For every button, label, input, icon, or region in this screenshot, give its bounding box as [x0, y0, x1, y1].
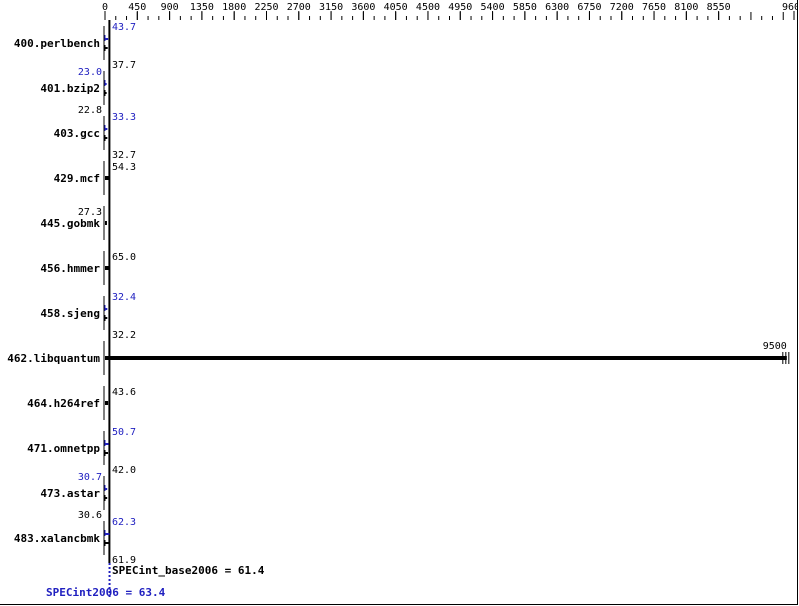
peak-value-label: 23.0 [78, 67, 102, 78]
peak-bar [105, 488, 108, 490]
base-bar [105, 137, 108, 139]
x-tick-label: 7650 [642, 2, 666, 13]
x-tick-label: 8550 [707, 2, 731, 13]
peak-summary-label: SPECint2006 = 63.4 [46, 586, 166, 599]
benchmark-label: 473.astar [40, 487, 100, 500]
x-tick-label: 0 [102, 2, 108, 13]
peak-bar [105, 128, 108, 130]
x-tick-label: 4950 [448, 2, 472, 13]
x-tick-label: 6750 [577, 2, 601, 13]
base-bar [105, 452, 109, 454]
x-tick-label: 900 [161, 2, 179, 13]
x-tick-label: 1350 [190, 2, 214, 13]
base-value-label: 32.2 [112, 330, 136, 341]
x-tick-label: 4500 [416, 2, 440, 13]
x-tick-label: 450 [128, 2, 146, 13]
base-bar [105, 92, 107, 94]
base-bar [105, 317, 108, 319]
peak-value-label: 62.3 [112, 517, 136, 528]
base-value-label: 43.6 [112, 387, 136, 398]
benchmark-label: 400.perlbench [14, 37, 100, 50]
benchmark-label: 471.omnetpp [27, 442, 100, 455]
peak-value-label: 43.7 [112, 22, 136, 33]
peak-bar [105, 83, 107, 85]
benchmark-label: 445.gobmk [40, 217, 100, 230]
x-tick-label: 3150 [319, 2, 343, 13]
base-bar [105, 266, 110, 270]
base-summary-label: SPECint_base2006 = 61.4 [112, 564, 265, 577]
benchmark-label: 429.mcf [54, 172, 100, 185]
x-tick-label: 2700 [287, 2, 311, 13]
benchmark-label: 401.bzip2 [40, 82, 100, 95]
benchmark-label: 462.libquantum [7, 352, 100, 365]
x-tick-label: 2250 [254, 2, 278, 13]
x-tick-label: 5400 [481, 2, 505, 13]
peak-bar [105, 533, 110, 535]
base-value-label: 37.7 [112, 60, 136, 71]
base-value-label: 32.7 [112, 150, 136, 161]
base-value-label: 61.9 [112, 555, 136, 566]
peak-value-label: 30.7 [78, 472, 102, 483]
base-value-label: 22.8 [78, 105, 102, 116]
base-value-label: 65.0 [112, 252, 136, 263]
x-tick-label: 4050 [384, 2, 408, 13]
peak-value-label: 33.3 [112, 112, 136, 123]
x-tick-label: 9600 [782, 2, 797, 13]
x-tick-label: 8100 [674, 2, 698, 13]
base-bar [105, 356, 787, 360]
peak-bar [105, 443, 109, 445]
benchmark-label: 458.sjeng [40, 307, 100, 320]
base-value-label: 42.0 [112, 465, 136, 476]
x-tick-label: 6300 [545, 2, 569, 13]
base-value-label: 54.3 [112, 162, 136, 173]
base-bar [105, 221, 107, 225]
x-tick-label: 5850 [513, 2, 537, 13]
base-bar [105, 542, 110, 544]
benchmark-label: 403.gcc [54, 127, 100, 140]
peak-value-label: 50.7 [112, 427, 136, 438]
base-value-label: 30.6 [78, 510, 102, 521]
x-tick-label: 1800 [222, 2, 246, 13]
base-value-label: 27.3 [78, 207, 102, 218]
base-bar [105, 176, 109, 180]
base-bar [105, 401, 109, 405]
x-tick-label: 7200 [610, 2, 634, 13]
base-value-label: 9500 [763, 341, 787, 352]
base-bar [105, 47, 108, 49]
base-bar [105, 497, 108, 499]
peak-bar [105, 308, 108, 310]
benchmark-label: 456.hmmer [40, 262, 100, 275]
x-tick-label: 3600 [351, 2, 375, 13]
peak-bar [105, 38, 109, 40]
benchmark-label: 483.xalancbmk [14, 532, 100, 545]
benchmark-label: 464.h264ref [27, 397, 100, 410]
peak-value-label: 32.4 [112, 292, 136, 303]
